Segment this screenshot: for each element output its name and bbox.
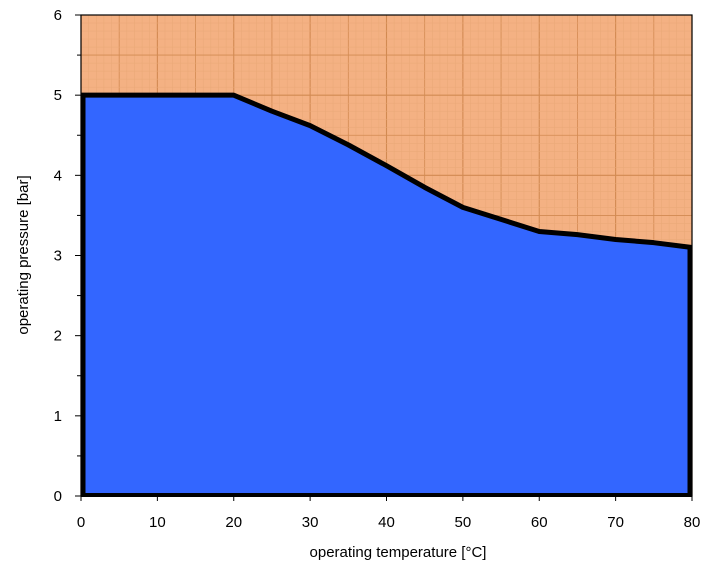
y-tick-label: 5 — [54, 87, 62, 104]
boundary-line — [81, 92, 693, 250]
y-axis-title: operating pressure [bar] — [15, 175, 32, 334]
x-axis-title: operating temperature [°C] — [310, 544, 487, 561]
x-tick-label: 20 — [225, 514, 242, 531]
y-tick-label: 6 — [54, 7, 62, 24]
x-tick-label: 80 — [684, 514, 701, 531]
x-tick-label: 40 — [378, 514, 395, 531]
x-tick-label: 60 — [531, 514, 548, 531]
x-tick-label: 0 — [77, 514, 85, 531]
y-axis: 0 1 2 3 4 5 6 — [54, 7, 81, 505]
x-tick-label: 10 — [149, 514, 166, 531]
x-tick-label: 30 — [302, 514, 319, 531]
y-tick-label: 2 — [54, 328, 62, 345]
y-tick-label: 3 — [54, 248, 62, 265]
x-axis: 0 10 20 30 40 50 60 70 80 — [77, 496, 701, 531]
y-tick-label: 4 — [54, 167, 62, 184]
y-tick-label: 1 — [54, 408, 62, 425]
y-tick-label: 0 — [54, 488, 62, 505]
x-tick-label: 70 — [607, 514, 624, 531]
operating-area — [81, 95, 692, 497]
x-tick-label: 50 — [455, 514, 472, 531]
